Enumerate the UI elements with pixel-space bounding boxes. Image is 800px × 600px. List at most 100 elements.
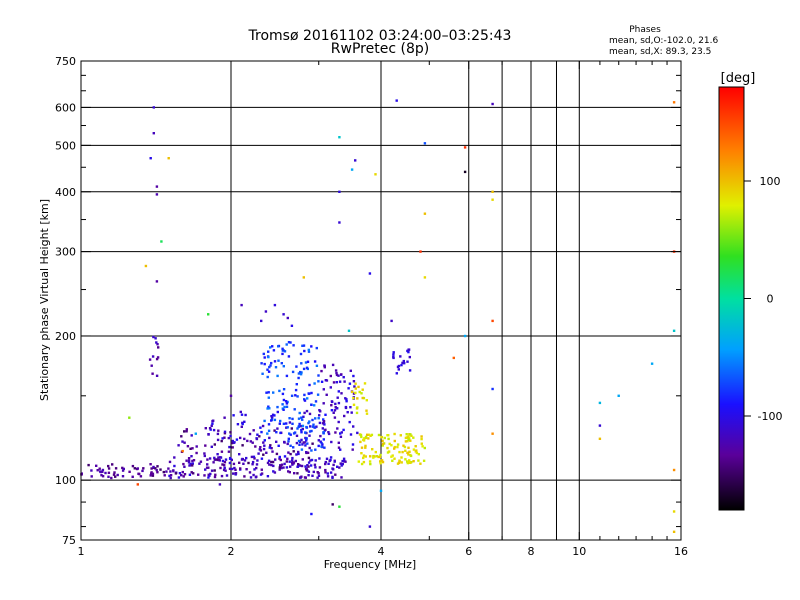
data-point — [198, 462, 201, 465]
data-point — [321, 427, 324, 430]
data-point — [321, 443, 324, 446]
data-point — [276, 405, 279, 409]
data-point — [340, 431, 343, 434]
data-point — [491, 319, 494, 323]
data-point — [220, 439, 223, 443]
data-point — [395, 99, 398, 102]
data-point — [333, 416, 337, 419]
data-point — [247, 461, 250, 465]
data-point — [299, 370, 302, 374]
data-point — [310, 345, 313, 348]
data-point — [273, 418, 277, 422]
data-point — [273, 360, 277, 363]
data-point — [374, 173, 377, 176]
data-point — [406, 349, 409, 353]
data-point — [372, 456, 375, 459]
data-point — [362, 454, 366, 457]
data-point — [163, 474, 166, 477]
data-point — [271, 416, 274, 419]
data-point — [365, 412, 369, 415]
data-point — [253, 457, 256, 460]
data-point — [307, 421, 310, 425]
data-point — [322, 431, 325, 434]
data-point — [282, 422, 286, 425]
data-point — [381, 442, 385, 445]
data-point — [207, 313, 210, 316]
data-point — [409, 433, 412, 436]
data-point — [286, 426, 289, 429]
data-point — [401, 361, 404, 365]
data-point — [343, 414, 346, 418]
data-point — [243, 420, 246, 423]
data-point — [318, 421, 322, 425]
data-point — [362, 396, 366, 400]
data-point — [203, 452, 206, 455]
data-point — [186, 445, 190, 448]
data-point — [331, 503, 334, 506]
data-point — [180, 474, 183, 477]
data-point — [266, 432, 269, 435]
data-point — [181, 470, 184, 474]
data-point — [420, 437, 423, 441]
data-point — [298, 411, 301, 415]
data-point — [296, 395, 299, 398]
data-point — [211, 422, 214, 425]
data-point — [213, 443, 216, 446]
data-point — [393, 457, 396, 460]
data-point — [207, 476, 210, 479]
data-point — [229, 431, 232, 434]
data-point — [363, 382, 367, 385]
data-point — [276, 410, 279, 414]
data-point — [285, 426, 288, 429]
data-point — [314, 459, 317, 462]
data-point — [160, 240, 163, 243]
data-point — [256, 459, 259, 462]
data-point — [241, 457, 244, 461]
data-point — [159, 468, 162, 471]
data-point — [337, 441, 340, 444]
data-point — [151, 372, 154, 375]
data-point — [122, 467, 125, 471]
data-point — [364, 444, 367, 448]
data-point — [397, 364, 401, 368]
data-point — [298, 425, 301, 428]
data-point — [421, 445, 424, 448]
data-point — [331, 475, 334, 479]
data-point — [232, 462, 236, 466]
data-point — [330, 409, 334, 412]
y-tick-label: 400 — [55, 186, 76, 199]
data-point — [316, 393, 320, 396]
data-point — [275, 452, 279, 456]
data-point — [101, 475, 105, 478]
data-point — [288, 471, 291, 474]
data-point — [307, 474, 310, 477]
data-point — [323, 364, 326, 368]
data-point — [236, 423, 240, 426]
data-point — [234, 468, 237, 471]
data-point — [327, 432, 331, 436]
data-point — [334, 406, 337, 409]
data-point — [412, 460, 415, 463]
data-point — [325, 457, 329, 460]
data-point — [263, 444, 266, 447]
data-point — [317, 474, 321, 477]
data-point — [295, 441, 299, 445]
data-point — [300, 371, 303, 374]
data-point — [409, 461, 412, 464]
data-point — [297, 439, 301, 443]
data-point — [302, 344, 306, 347]
data-point — [339, 448, 342, 451]
data-point — [325, 393, 328, 396]
data-point — [300, 362, 303, 365]
data-point — [241, 422, 244, 426]
data-point — [204, 444, 207, 447]
data-point — [331, 363, 335, 367]
data-point — [268, 365, 271, 369]
data-point — [255, 463, 259, 466]
data-point — [327, 462, 330, 465]
data-point — [287, 341, 291, 344]
data-point — [332, 411, 335, 414]
data-point — [273, 429, 276, 432]
data-point — [243, 437, 246, 441]
data-point — [114, 467, 118, 470]
